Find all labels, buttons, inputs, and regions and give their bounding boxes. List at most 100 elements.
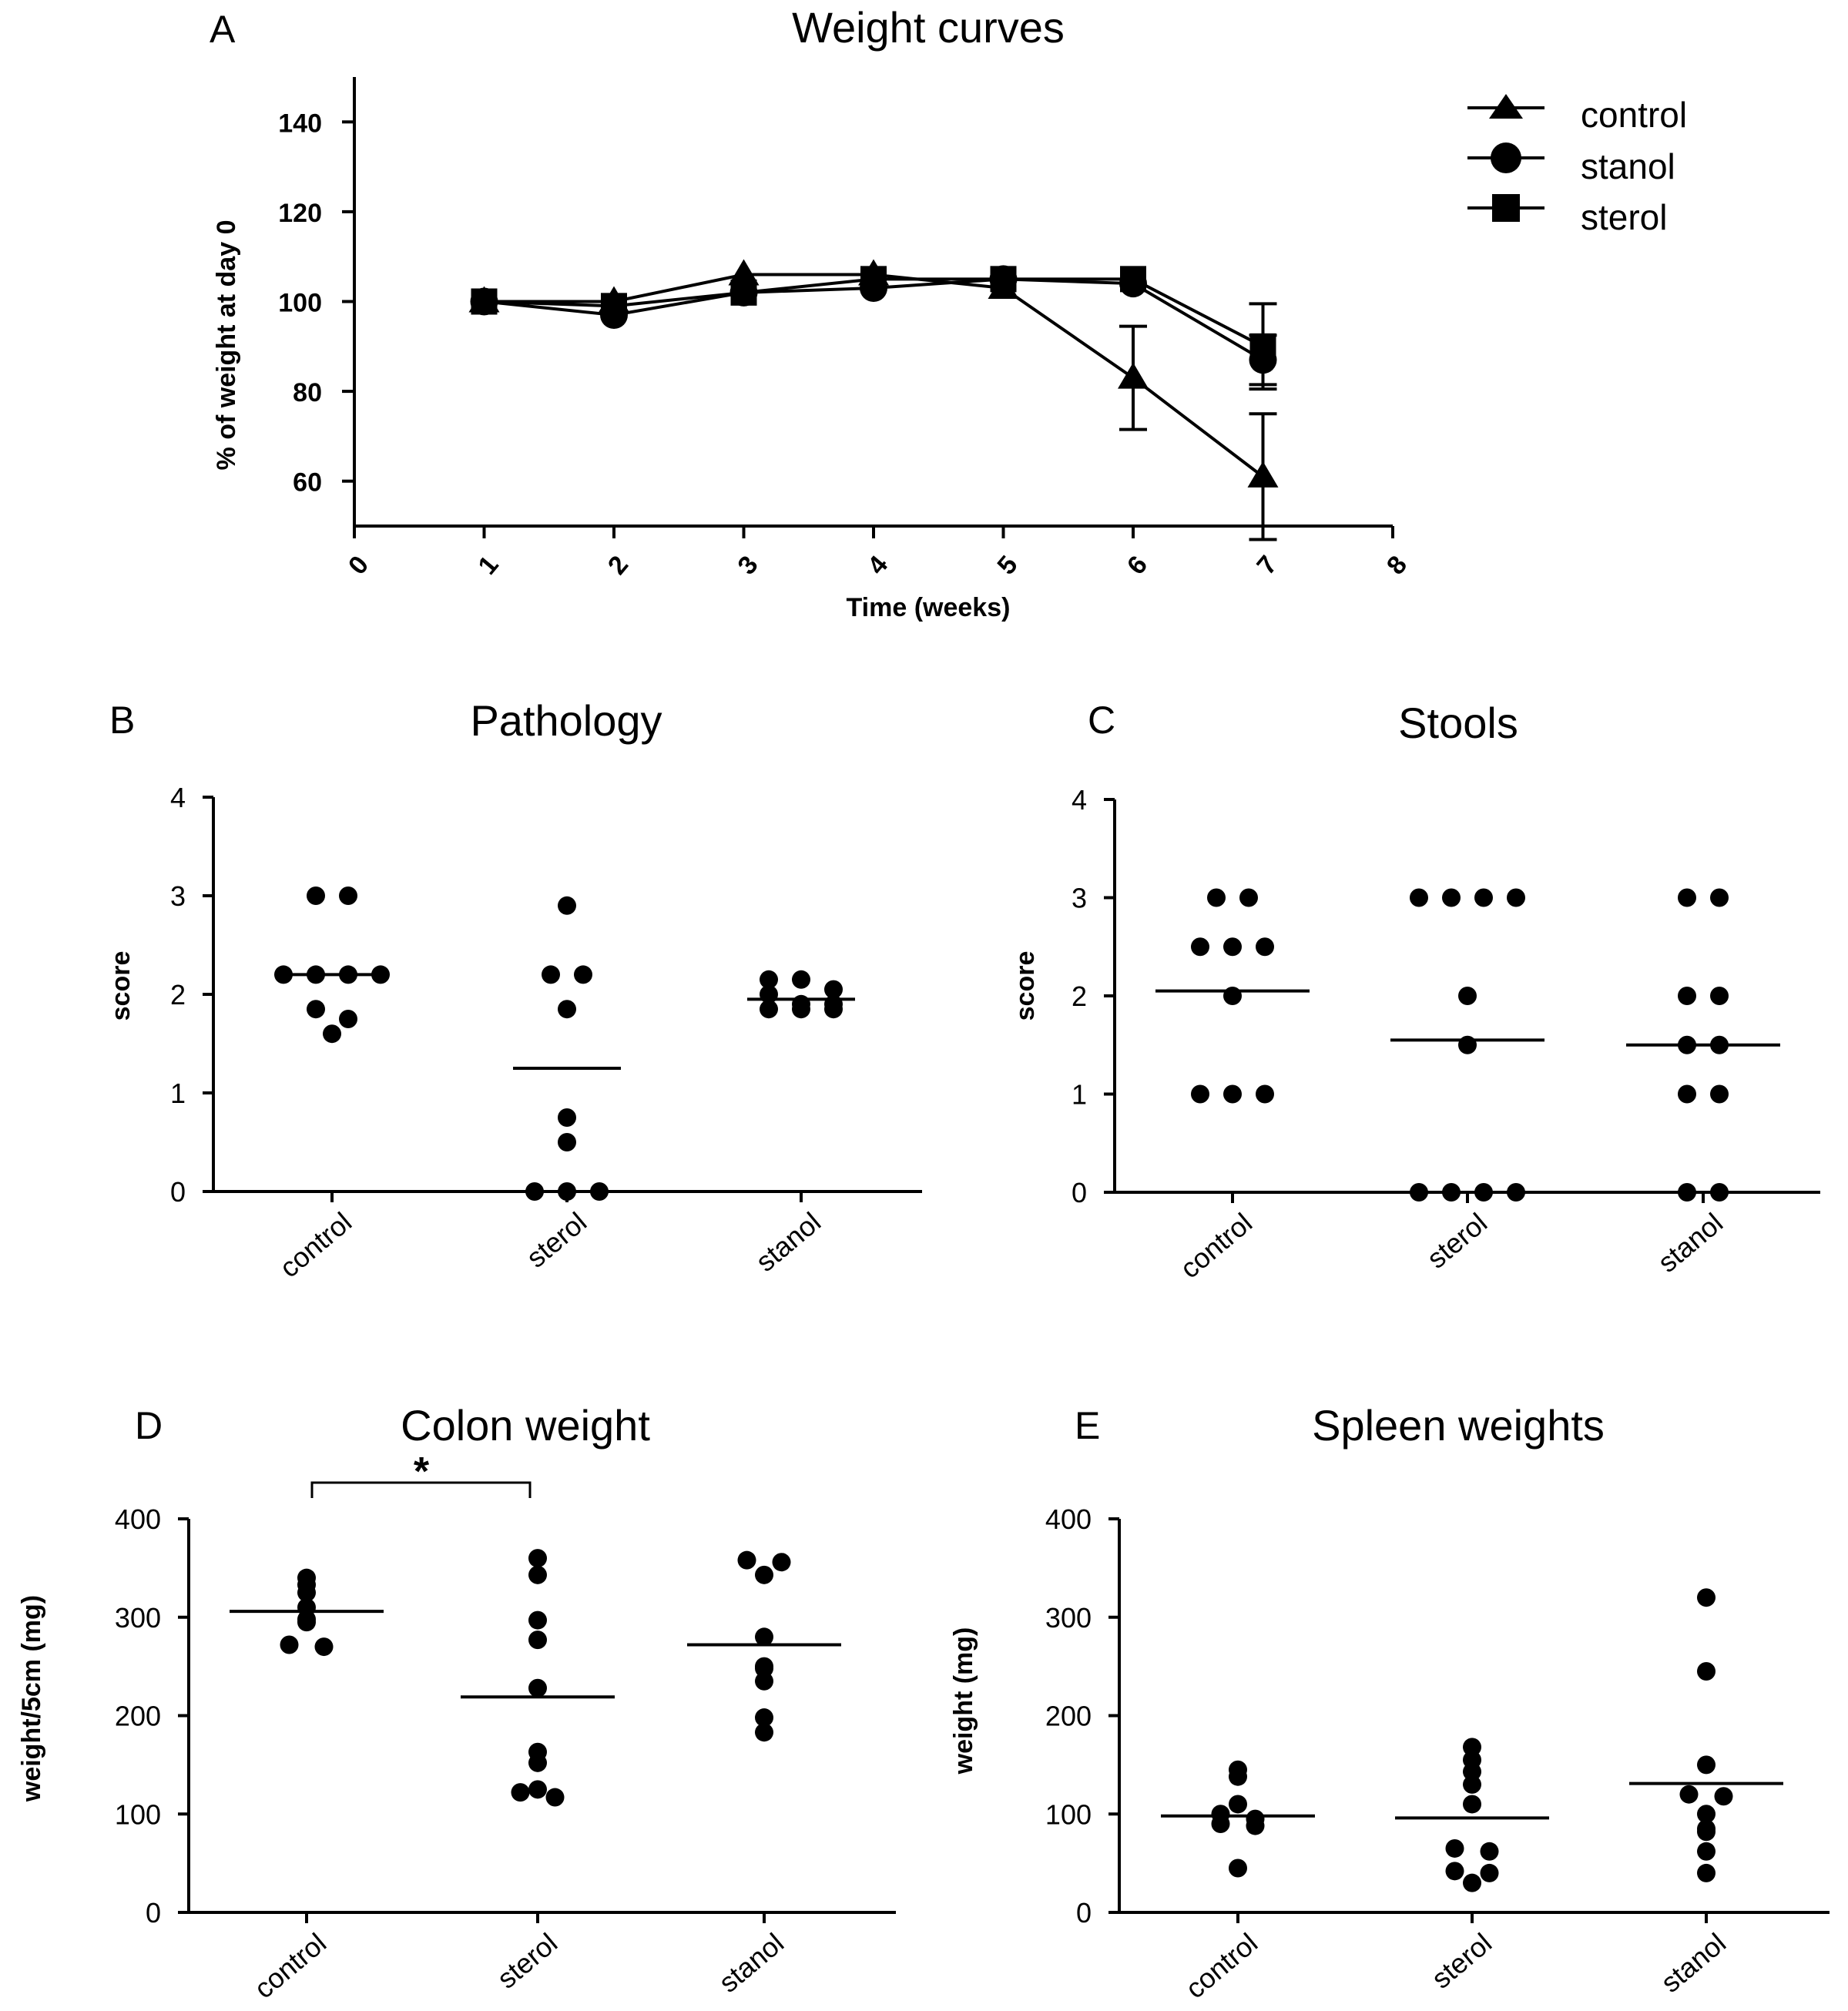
y-tick-label: 200 <box>1045 1701 1092 1732</box>
group-sterol <box>1390 888 1544 1202</box>
data-point <box>1697 1822 1716 1842</box>
group-stanol <box>747 970 855 1019</box>
points-stools <box>1155 888 1780 1202</box>
group-control <box>1161 1760 1315 1878</box>
data-point <box>1118 362 1149 389</box>
data-point <box>542 965 560 984</box>
group-control <box>274 887 390 1044</box>
data-point <box>528 1678 547 1698</box>
data-point <box>772 1553 791 1572</box>
data-point <box>1191 1084 1209 1104</box>
data-point <box>1211 1815 1230 1834</box>
data-point <box>1507 888 1525 907</box>
data-point <box>1710 1183 1729 1202</box>
data-point <box>1678 987 1696 1005</box>
data-point <box>1249 333 1276 360</box>
group-sterol <box>513 896 621 1201</box>
data-point <box>1207 888 1226 907</box>
data-point <box>1229 1795 1247 1814</box>
data-point <box>1714 1787 1733 1806</box>
significance-star: * <box>414 1450 430 1494</box>
y-tick-label: 80 <box>293 378 322 407</box>
group-stanol <box>687 1550 841 1742</box>
data-point <box>528 1610 547 1630</box>
data-point <box>1697 1863 1716 1882</box>
data-point <box>1229 1767 1247 1786</box>
group-stanol <box>1626 888 1780 1202</box>
points-spleen-weights <box>1161 1588 1783 1892</box>
significance-bracket-line <box>310 1481 532 1498</box>
data-point <box>558 1133 576 1151</box>
data-point <box>339 887 357 905</box>
data-point <box>760 1000 778 1019</box>
y-tick-label: 4 <box>1072 784 1087 816</box>
data-point <box>314 1637 334 1657</box>
y-tick-label: 300 <box>1045 1602 1092 1634</box>
data-point <box>1474 1183 1493 1202</box>
data-point <box>1710 1084 1729 1104</box>
data-point <box>1507 1183 1525 1202</box>
points-pathology <box>274 887 855 1201</box>
y-tick-label: 1 <box>170 1078 186 1109</box>
data-point <box>558 1000 576 1019</box>
data-point <box>1474 888 1493 907</box>
data-point <box>1697 1588 1716 1607</box>
data-point <box>824 1000 843 1019</box>
y-tick-label: 0 <box>1072 1177 1087 1208</box>
data-point <box>755 1565 773 1584</box>
data-point <box>471 288 498 315</box>
data-point <box>528 1753 547 1772</box>
data-point <box>990 266 1017 293</box>
legend-label-stanol: stanol <box>1581 146 1675 186</box>
data-point <box>558 896 576 915</box>
y-tick-label: 100 <box>115 1798 161 1830</box>
data-point <box>1223 1084 1242 1104</box>
series-group <box>468 259 1279 541</box>
data-point <box>1458 1035 1477 1054</box>
data-point <box>1697 1662 1716 1681</box>
data-point <box>558 1182 576 1201</box>
data-point <box>590 1182 609 1201</box>
y-tick-label: 2 <box>170 979 186 1011</box>
data-point <box>1247 461 1279 488</box>
data-point <box>728 259 760 286</box>
data-point <box>824 980 843 999</box>
y-tick-label: 300 <box>115 1602 161 1634</box>
series-sterol <box>471 266 1277 391</box>
y-tick-label: 120 <box>278 199 322 228</box>
y-axis-label-score: score <box>106 951 136 1021</box>
data-point <box>1120 266 1146 293</box>
data-point <box>528 1631 547 1650</box>
data-point <box>280 1635 299 1654</box>
data-point <box>511 1783 530 1802</box>
data-point <box>1678 1183 1696 1202</box>
data-point <box>1463 1775 1481 1794</box>
legend-item-stanol: stanol <box>1467 142 1675 186</box>
data-point <box>860 266 887 293</box>
group-sterol <box>461 1549 615 1807</box>
data-point <box>1229 1858 1247 1878</box>
y-tick-label: 0 <box>146 1897 161 1929</box>
data-point <box>1410 1183 1428 1202</box>
data-point <box>1256 937 1274 957</box>
data-point <box>1445 1862 1464 1881</box>
y-axis-label-colon-weight: weight/5cm (mg) <box>17 1595 46 1802</box>
chart-title-colon-weight: Colon weight <box>401 1401 650 1450</box>
y-tick-label: 100 <box>1045 1798 1092 1830</box>
data-point <box>1480 1863 1499 1882</box>
legend-label-control: control <box>1581 95 1687 135</box>
data-point <box>297 1613 316 1632</box>
data-point <box>1223 987 1242 1005</box>
data-point <box>307 1000 325 1019</box>
data-point <box>1256 1084 1274 1104</box>
data-point <box>1223 937 1242 957</box>
group-control <box>1155 888 1310 1104</box>
data-point <box>1458 987 1477 1005</box>
data-point <box>307 887 325 905</box>
data-point <box>755 1723 773 1742</box>
data-point <box>1246 1816 1265 1835</box>
significance-bracket: * <box>310 1450 532 1498</box>
legend-square-marker <box>1492 194 1520 222</box>
y-tick-label: 3 <box>1072 883 1087 914</box>
